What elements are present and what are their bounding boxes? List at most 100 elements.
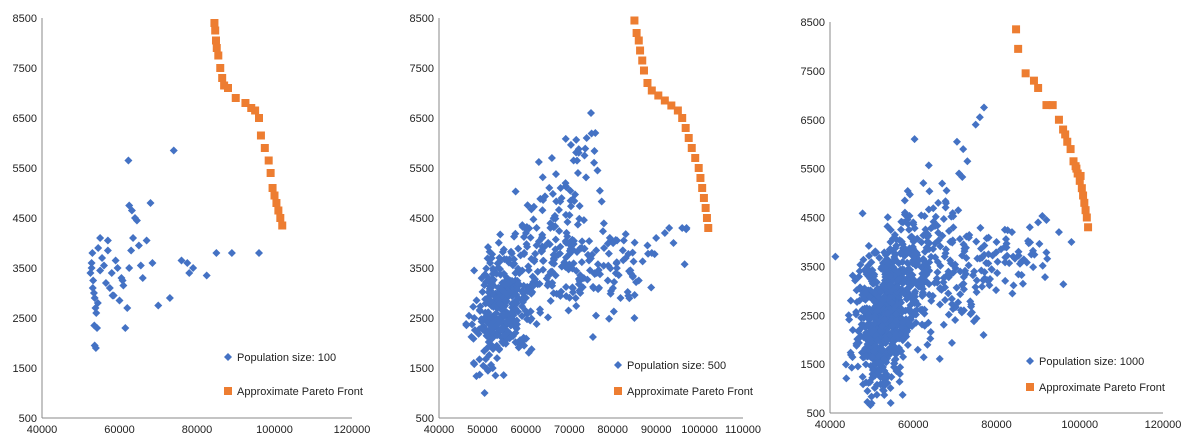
population-point [571,190,580,199]
population-point [569,156,578,165]
population-point [1035,239,1044,248]
population-point [482,331,491,340]
population-point [561,237,570,246]
population-point [570,197,579,206]
population-point [952,283,961,292]
population-point [488,364,497,373]
population-point [607,236,616,245]
population-point [844,311,853,320]
pareto-point [274,206,283,215]
population-point [529,282,538,291]
population-point [623,288,632,297]
population-point [227,249,236,257]
y-tick-label: 6500 [410,113,434,125]
legend-label-pareto: Approximate Pareto Front [237,386,363,398]
y-tick-label: 5500 [13,163,37,175]
population-point [959,279,968,288]
population-point [529,215,538,224]
population-point [572,302,581,311]
population-point [90,294,99,302]
population-point [897,298,906,307]
population-point [576,289,585,298]
pareto-point [211,26,220,35]
population-point [881,272,890,281]
legend-marker-pareto [1026,383,1034,391]
population-point [846,348,855,357]
population-point [859,353,868,362]
y-tick-label: 1500 [801,359,825,371]
population-point [951,260,960,269]
x-tick-label: 100000 [681,424,718,436]
population-point [1005,259,1014,268]
population-point [878,321,887,330]
population-point [831,252,840,261]
population-point [505,255,514,264]
population-point [920,309,929,318]
population-point [553,250,562,259]
population-point [900,196,909,205]
population-point [880,354,889,363]
population-point [526,307,535,316]
population-point [100,261,108,270]
y-tick-label: 3500 [13,263,37,275]
pareto-point [694,164,703,172]
population-point [879,296,888,305]
pareto-point [1021,69,1030,78]
population-point [992,286,1001,295]
population-point [521,293,530,302]
population-point [859,380,868,389]
population-point [886,347,895,356]
population-point [920,212,929,221]
population-point [486,259,495,268]
population-point [887,373,896,382]
population-point [507,249,516,258]
population-point [165,294,174,302]
population-point [493,354,502,363]
population-point [202,271,211,280]
population-point [588,250,597,259]
pareto-point [702,214,711,222]
population-point [532,223,541,232]
population-point [929,217,938,226]
population-point [1001,258,1010,267]
population-point [949,268,958,277]
population-point [561,179,570,188]
pareto-point [660,96,669,105]
population-point [886,272,895,281]
population-point [888,321,897,330]
population-point [931,212,940,221]
population-point [183,259,192,267]
population-point [498,337,507,346]
population-point [962,232,971,241]
population-point [872,248,881,257]
population-point [946,256,955,265]
population-point [476,307,485,316]
population-point [963,157,972,166]
population-point [518,298,527,307]
population-point [520,341,529,350]
population-point [918,269,927,278]
population-point [888,334,897,343]
x-tick-label: 70000 [554,424,585,436]
population-point [892,241,901,250]
population-point [883,328,892,337]
population-point [189,264,198,272]
population-point [552,197,561,206]
pareto-point [1072,164,1081,173]
population-point [576,271,585,280]
population-point [1038,212,1047,221]
population-point [863,340,872,349]
population-point [488,334,497,343]
population-point [969,317,978,326]
population-point [514,294,523,303]
population-point [496,230,505,239]
population-point [881,263,890,272]
population-point [499,310,508,319]
population-point [860,266,869,275]
population-point [87,259,96,267]
population-point [926,224,935,233]
legend-marker-pareto [614,387,622,395]
population-point [871,315,880,324]
chart-2-svg: 500 1500 2500 3500 4500 5500 6500 7500 8500 40000… [410,13,761,436]
population-point [913,259,922,268]
